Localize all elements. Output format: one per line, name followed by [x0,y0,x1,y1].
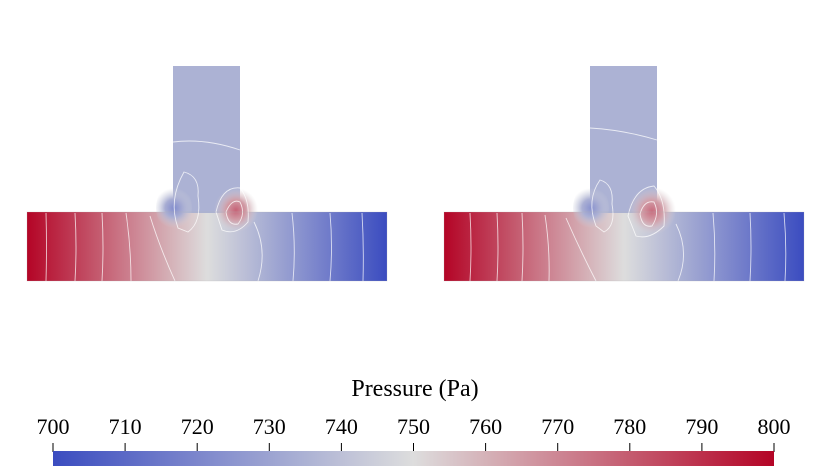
colorbar-tick-label: 750 [397,414,430,439]
colorbar-tick-label: 770 [541,414,574,439]
colorbar-title: Pressure (Pa) [351,376,478,402]
colorbar-tick-label: 800 [758,414,791,439]
left-contour-lines [45,140,364,282]
colorbar-tick-label: 720 [181,414,214,439]
colorbar-tick-label: 700 [37,414,70,439]
colorbar-tick-label: 730 [253,414,286,439]
colorbar-tick-label: 760 [469,414,502,439]
left-channel [27,212,387,281]
right-panel [443,66,805,282]
colorbar-tick-label: 710 [109,414,142,439]
left-hot-spot [214,184,258,236]
colorbar-tick-label: 790 [685,414,718,439]
left-panel [26,66,388,282]
colorbar-ticks: 700 710 720 730 740 750 760 770 780 790 800 [37,414,791,452]
colorbar-tick-label: 780 [613,414,646,439]
right-contour-lines [469,127,787,282]
right-hot-spot [628,184,676,238]
colorbar-gradient [53,451,774,466]
colorbar-tick-label: 740 [325,414,358,439]
right-channel [444,212,804,281]
right-cold-spot [573,184,609,232]
colorbar: Pressure (Pa) 700 710 720 730 740 750 760 770 78… [37,376,791,466]
